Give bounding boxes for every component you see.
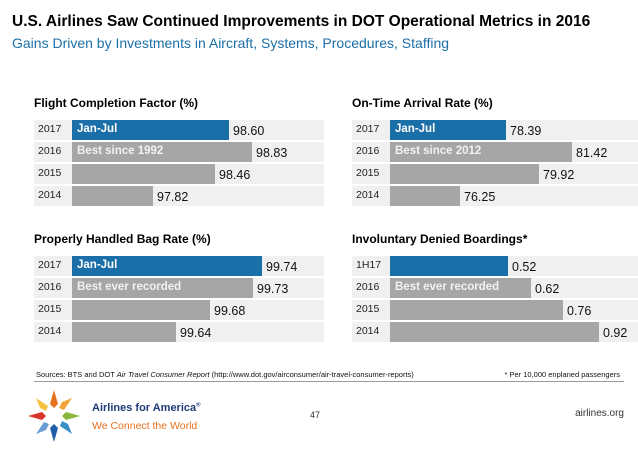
category-label: 1H17 (356, 259, 382, 271)
category-label: 2015 (356, 167, 380, 179)
bar-row: 2014 0.92 (352, 322, 638, 342)
bar (390, 256, 508, 276)
bar-annotation: Best since 1992 (77, 145, 164, 157)
value-label: 98.46 (219, 168, 251, 182)
bar-row: 2016 Best ever recorded 99.73 (34, 278, 324, 298)
chart-title: Properly Handled Bag Rate (%) (34, 232, 211, 246)
value-label: 76.25 (464, 190, 496, 204)
website-link[interactable]: airlines.org (575, 408, 624, 419)
chart-panel-bag-rate: Properly Handled Bag Rate (%) 2017 Jan-Ju… (34, 232, 324, 362)
category-label: 2016 (356, 281, 380, 293)
bar-annotation: Jan-Jul (77, 259, 118, 271)
value-label: 98.83 (256, 146, 288, 160)
value-label: 99.64 (180, 326, 212, 340)
value-label: 97.82 (157, 190, 189, 204)
footer-divider (34, 381, 624, 382)
chart-title: On-Time Arrival Rate (%) (352, 96, 493, 110)
brand-tagline: We Connect the World (92, 420, 198, 432)
bar-row: 2014 97.82 (34, 186, 324, 206)
category-label: 2016 (38, 281, 62, 293)
chart-panel-on-time-arrival: On-Time Arrival Rate (%) 2017 Jan-Jul 78.3… (352, 96, 638, 226)
bar-row: 2016 Best since 2012 81.42 (352, 142, 638, 162)
bar (390, 322, 599, 342)
category-label: 2016 (356, 145, 380, 157)
bar-row: 2015 79.92 (352, 164, 638, 184)
bar-row: 2015 0.76 (352, 300, 638, 320)
bar: Jan-Jul (390, 120, 506, 140)
registered-mark: ® (196, 402, 201, 409)
sources-url: (http://www.dot.gov/airconsumer/air-trav… (209, 370, 414, 379)
bar (390, 300, 563, 320)
bar (390, 186, 460, 206)
sources-note: Sources: BTS and DOT Air Travel Consumer… (36, 370, 414, 379)
value-label: 99.73 (257, 282, 289, 296)
value-label: 99.68 (214, 304, 246, 318)
bar-row: 1H17 0.52 (352, 256, 638, 276)
sources-report-name: Air Travel Consumer Report (116, 370, 210, 379)
bar: Best since 1992 (72, 142, 252, 162)
chart-title: Involuntary Denied Boardings* (352, 232, 528, 246)
value-label: 98.60 (233, 124, 265, 138)
bar (390, 164, 539, 184)
category-label: 2016 (38, 145, 62, 157)
chart-title: Flight Completion Factor (%) (34, 96, 198, 110)
bar (72, 186, 153, 206)
category-label: 2015 (356, 303, 380, 315)
bar: Best since 2012 (390, 142, 572, 162)
page-title: U.S. Airlines Saw Continued Improvements… (12, 13, 591, 30)
bar-row: 2016 Best since 1992 98.83 (34, 142, 324, 162)
category-label: 2014 (356, 325, 380, 337)
bar-annotation: Jan-Jul (77, 123, 118, 135)
bar-row: 2017 Jan-Jul 78.39 (352, 120, 638, 140)
category-label: 2017 (38, 259, 62, 271)
page-subtitle: Gains Driven by Investments in Aircraft,… (12, 35, 450, 51)
bar-annotation: Best since 2012 (395, 145, 482, 157)
bar-row: 2014 99.64 (34, 322, 324, 342)
category-label: 2015 (38, 303, 62, 315)
value-label: 99.74 (266, 260, 298, 274)
bar-annotation: Best ever recorded (395, 281, 500, 293)
bar-row: 2014 76.25 (352, 186, 638, 206)
category-label: 2017 (38, 123, 62, 135)
bar-row: 2017 Jan-Jul 98.60 (34, 120, 324, 140)
category-label: 2015 (38, 167, 62, 179)
chart-panel-denied-boardings: Involuntary Denied Boardings* 1H17 0.52 20… (352, 232, 638, 362)
bar: Best ever recorded (390, 278, 531, 298)
category-label: 2014 (356, 189, 380, 201)
value-label: 0.76 (567, 304, 592, 318)
bar: Jan-Jul (72, 256, 262, 276)
bar-rows: 2017 Jan-Jul 99.74 2016 Best ever recorded 99… (34, 256, 324, 344)
chart-panel-flight-completion: Flight Completion Factor (%) 2017 Jan-Jul… (34, 96, 324, 226)
value-label: 81.42 (576, 146, 608, 160)
category-label: 2014 (38, 189, 62, 201)
bar-rows: 1H17 0.52 2016 Best ever recorded 0.62 2015 0.… (352, 256, 638, 344)
page-number: 47 (310, 410, 321, 420)
bar-row: 2015 98.46 (34, 164, 324, 184)
brand-name: Airlines for America® (92, 402, 201, 414)
bar: Best ever recorded (72, 278, 253, 298)
value-label: 79.92 (543, 168, 575, 182)
bar-annotation: Best ever recorded (77, 281, 182, 293)
bar-row: 2016 Best ever recorded 0.62 (352, 278, 638, 298)
bar-row: 2017 Jan-Jul 99.74 (34, 256, 324, 276)
airlines-for-america-logo-icon (28, 390, 80, 442)
brand-text: Airlines for America (92, 402, 197, 414)
bar (72, 322, 176, 342)
value-label: 78.39 (510, 124, 542, 138)
value-label: 0.52 (512, 260, 537, 274)
bar: Jan-Jul (72, 120, 229, 140)
value-label: 0.62 (535, 282, 560, 296)
category-label: 2017 (356, 123, 380, 135)
bar-rows: 2017 Jan-Jul 98.60 2016 Best since 1992 98.83… (34, 120, 324, 208)
bar-annotation: Jan-Jul (395, 123, 436, 135)
value-label: 0.92 (603, 326, 628, 340)
footnote: * Per 10,000 enplaned passengers (504, 370, 620, 379)
category-label: 2014 (38, 325, 62, 337)
bar-row: 2015 99.68 (34, 300, 324, 320)
bar-rows: 2017 Jan-Jul 78.39 2016 Best since 2012 81.42… (352, 120, 638, 208)
bar (72, 164, 215, 184)
bar (72, 300, 210, 320)
sources-prefix: Sources: BTS and DOT (36, 370, 117, 379)
